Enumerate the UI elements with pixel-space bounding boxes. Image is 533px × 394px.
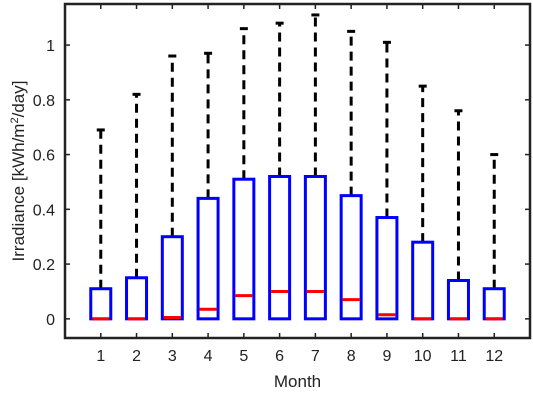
axes-frame (63, 2, 532, 340)
x-tick-label: 11 (450, 348, 467, 365)
box-month-9 (375, 216, 399, 321)
box-month-10 (411, 240, 435, 321)
x-tick-label: 8 (347, 348, 356, 365)
y-tick-label: 0.2 (33, 257, 55, 274)
y-axis-label-suffix: /day] (9, 81, 28, 118)
box-month-3 (160, 235, 184, 321)
x-tick-label: 2 (132, 348, 141, 365)
x-tick-label: 1 (96, 348, 105, 365)
x-tick-label: 6 (275, 348, 284, 365)
x-tick-label: 7 (311, 348, 320, 365)
x-axis-label: Month (274, 372, 321, 391)
x-tick-label: 3 (168, 348, 177, 365)
y-tick-label: 0.4 (33, 202, 55, 219)
box-month-8 (339, 194, 363, 321)
chart-marks (89, 13, 506, 321)
box-month-2 (125, 276, 149, 321)
box-month-7 (303, 174, 327, 321)
box-month-5 (232, 177, 256, 321)
box-month-1 (89, 287, 113, 321)
y-tick-label: 1 (46, 38, 55, 55)
box-month-6 (268, 174, 292, 321)
x-tick-label: 12 (485, 348, 503, 365)
y-tick-label: 0.6 (33, 148, 55, 165)
box-month-4 (196, 196, 220, 321)
y-axis-label-prefix: Irradiance [kWh/m (9, 124, 28, 262)
y-tick-label: 0 (46, 312, 55, 329)
x-tick-label: 4 (204, 348, 213, 365)
box-month-11 (446, 279, 470, 321)
x-tick-label: 5 (239, 348, 248, 365)
y-axis-label: Irradiance [kWh/m2/day] (9, 81, 28, 262)
y-tick-label: 0.8 (33, 93, 55, 110)
x-tick-label: 10 (414, 348, 432, 365)
y-axis-label-superscript: 2 (9, 117, 21, 123)
x-tick-label: 9 (382, 348, 391, 365)
box-month-12 (482, 287, 506, 321)
